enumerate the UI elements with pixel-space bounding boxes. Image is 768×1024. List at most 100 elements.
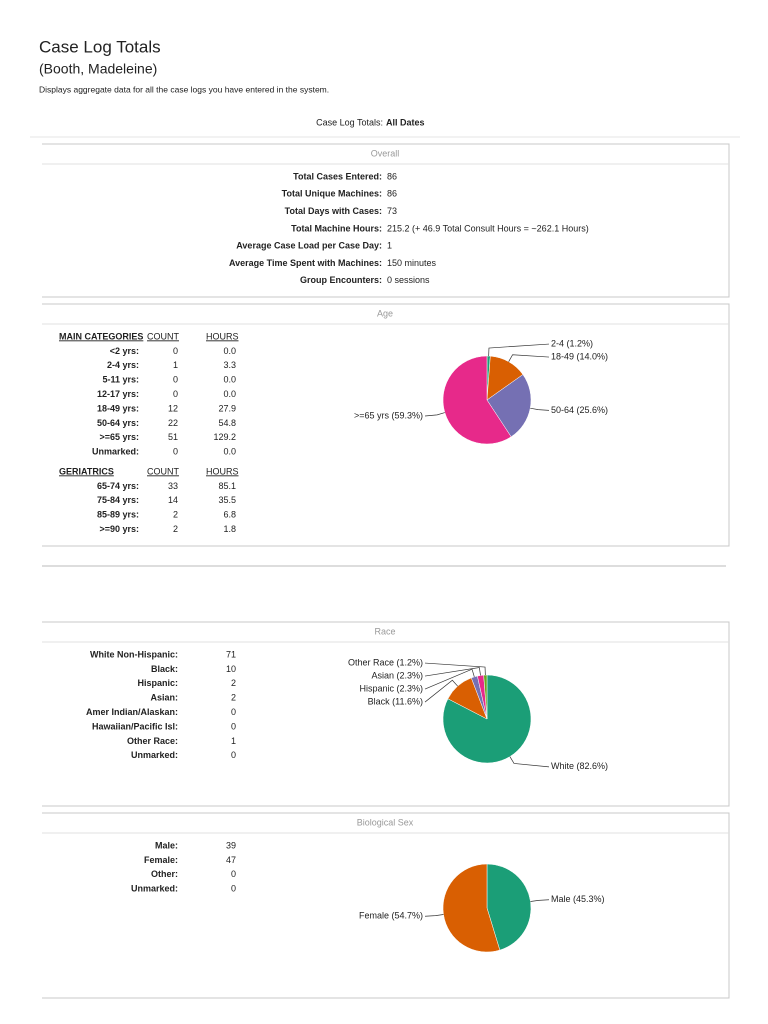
stat-label: Average Case Load per Case Day: xyxy=(236,241,382,251)
row-value: 54.8 xyxy=(218,418,236,428)
stat-value: 215.2 (+ 46.9 Total Consult Hours = ~262… xyxy=(387,223,589,233)
row-value: 47 xyxy=(226,855,236,865)
column-header: COUNT xyxy=(147,466,179,476)
row-value: 0 xyxy=(173,346,178,356)
column-header: HOURS xyxy=(206,466,239,476)
stat-value: 1 xyxy=(387,241,392,251)
row-value: 2 xyxy=(173,510,178,520)
row-label: 5-11 yrs: xyxy=(102,375,139,385)
row-value: 0.0 xyxy=(223,447,236,457)
pie-label: 18-49 (14.0%) xyxy=(551,351,608,361)
column-header: MAIN CATEGORIES xyxy=(59,331,143,341)
stat-label: Total Cases Entered: xyxy=(293,171,382,181)
row-label: 65-74 yrs: xyxy=(97,481,139,491)
description: Displays aggregate data for all the case… xyxy=(39,84,329,94)
stat-label: Average Time Spent with Machines: xyxy=(229,258,382,268)
row-value: 129.2 xyxy=(213,432,236,442)
row-label: Female: xyxy=(144,855,178,865)
pie-slice xyxy=(442,355,512,445)
row-label: 50-64 yrs: xyxy=(97,418,139,428)
row-value: 2 xyxy=(231,678,236,688)
row-label: Unmarked: xyxy=(131,884,178,894)
row-label: Unmarked: xyxy=(131,750,178,760)
panel-border xyxy=(42,812,730,999)
leader-line xyxy=(530,899,550,902)
row-value: 0.0 xyxy=(223,389,236,399)
panel-title: Biological Sex xyxy=(357,817,414,827)
row-label: Hispanic: xyxy=(137,678,178,688)
pie-label: Asian (2.3%) xyxy=(371,670,423,680)
stat-value: 150 minutes xyxy=(387,258,437,268)
row-value: 33 xyxy=(168,481,178,491)
leader-line xyxy=(424,668,475,690)
row-label: 2-4 yrs: xyxy=(107,360,139,370)
row-value: 10 xyxy=(226,664,236,674)
stat-value: 86 xyxy=(387,189,397,199)
row-value: 3.3 xyxy=(223,360,236,370)
row-value: 0.0 xyxy=(223,375,236,385)
panel-border xyxy=(42,621,730,807)
row-label: 18-49 yrs: xyxy=(97,403,139,413)
row-value: 0 xyxy=(173,389,178,399)
row-value: 14 xyxy=(168,495,178,505)
filter-value: All Dates xyxy=(386,117,425,127)
leader-line xyxy=(530,407,550,411)
stat-value: 73 xyxy=(387,206,397,216)
pie-slice xyxy=(483,674,488,720)
row-value: 0 xyxy=(173,447,178,457)
column-header: GERIATRICS xyxy=(59,466,114,476)
row-label: Other Race: xyxy=(127,736,178,746)
column-header: COUNT xyxy=(147,331,179,341)
stat-value: 0 sessions xyxy=(387,275,430,285)
stat-label: Total Machine Hours: xyxy=(291,223,382,233)
panel-title: Race xyxy=(374,626,395,636)
pie-label: Black (11.6%) xyxy=(368,696,423,706)
row-value: 71 xyxy=(226,649,236,659)
row-label: <2 yrs: xyxy=(110,346,139,356)
row-value: 1 xyxy=(231,736,236,746)
panel-border xyxy=(42,303,730,547)
leader-line xyxy=(424,914,444,917)
leader-line xyxy=(508,354,550,362)
pie-label: Hispanic (2.3%) xyxy=(359,683,423,693)
row-label: Other: xyxy=(151,869,178,879)
row-value: 2 xyxy=(173,524,178,534)
filter-label: Case Log Totals: xyxy=(316,117,383,127)
row-label: 75-84 yrs: xyxy=(97,495,139,505)
row-value: 51 xyxy=(168,432,178,442)
leader-line xyxy=(424,667,481,677)
row-value: 0 xyxy=(231,721,236,731)
row-label: Unmarked: xyxy=(92,447,139,457)
leader-line xyxy=(424,662,486,676)
title: Case Log Totals xyxy=(39,37,161,56)
row-label: Hawaiian/Pacific Isl: xyxy=(92,721,178,731)
stat-value: 86 xyxy=(387,171,397,181)
row-label: 12-17 yrs: xyxy=(97,389,139,399)
pie-label: Female (54.7%) xyxy=(359,911,423,921)
column-header: HOURS xyxy=(206,331,239,341)
row-value: 22 xyxy=(168,418,178,428)
stat-label: Total Days with Cases: xyxy=(285,206,382,216)
row-value: 1.8 xyxy=(223,524,236,534)
row-label: Black: xyxy=(151,664,178,674)
row-value: 35.5 xyxy=(218,495,236,505)
row-value: 1 xyxy=(173,360,178,370)
row-value: 6.8 xyxy=(223,510,236,520)
panel-title: Overall xyxy=(371,148,400,158)
pie-label: White (82.6%) xyxy=(551,761,608,771)
panel-title: Age xyxy=(377,308,393,318)
row-value: 0 xyxy=(231,750,236,760)
pie-label: Other Race (1.2%) xyxy=(348,657,423,667)
stat-label: Total Unique Machines: xyxy=(282,189,382,199)
row-label: 85-89 yrs: xyxy=(97,510,139,520)
row-value: 12 xyxy=(168,403,178,413)
pie-label: 50-64 (25.6%) xyxy=(551,405,608,415)
row-value: 27.9 xyxy=(218,403,236,413)
row-label: Asian: xyxy=(150,693,178,703)
row-value: 0 xyxy=(231,869,236,879)
leader-line xyxy=(424,412,445,417)
leader-line xyxy=(488,343,550,357)
row-value: 0 xyxy=(231,884,236,894)
